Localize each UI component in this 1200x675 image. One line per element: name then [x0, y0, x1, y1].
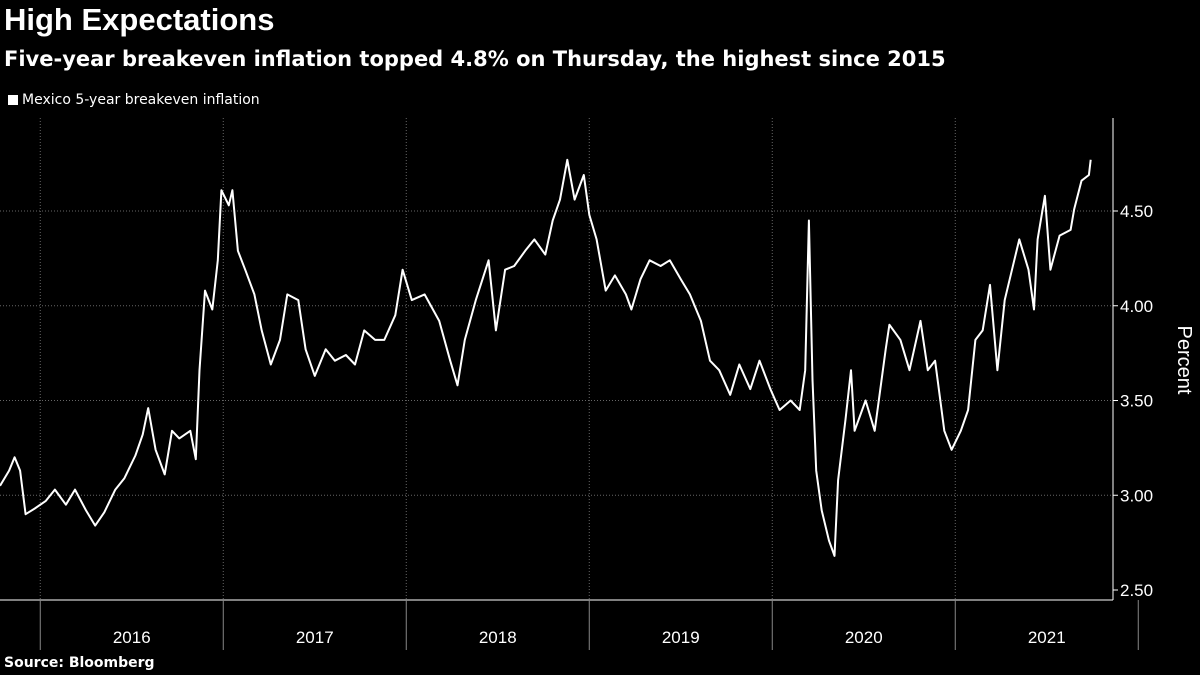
y-tick-label: 4.50 [1120, 202, 1153, 221]
x-tick-label: 2020 [845, 628, 883, 647]
x-tick-label: 2017 [296, 628, 334, 647]
y-axis-label: Percent [1173, 326, 1195, 395]
chart-title: High Expectations [4, 2, 275, 37]
y-tick-label: 3.00 [1120, 486, 1153, 505]
x-tick-label: 2021 [1028, 628, 1066, 647]
chart-subtitle: Five-year breakeven inflation topped 4.8… [4, 47, 946, 71]
legend-swatch [8, 95, 18, 105]
legend-label: Mexico 5-year breakeven inflation [22, 92, 260, 108]
legend: Mexico 5-year breakeven inflation [8, 92, 260, 108]
x-tick-label: 2016 [113, 628, 151, 647]
x-tick-label: 2018 [479, 628, 517, 647]
series-line [0, 158, 1092, 557]
y-tick-label: 3.50 [1120, 392, 1153, 411]
source-note: Source: Bloomberg [4, 655, 155, 671]
x-tick-label: 2019 [662, 628, 700, 647]
y-tick-label: 2.50 [1120, 581, 1153, 600]
y-tick-label: 4.00 [1120, 297, 1153, 316]
